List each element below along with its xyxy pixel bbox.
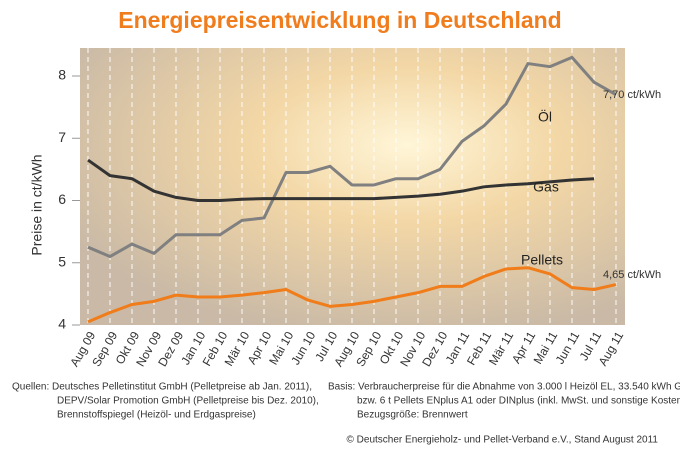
y-tick-label: 8 [58,67,66,83]
series-line [87,266,617,324]
basis-line: Basis: Verbraucherpreise für die Abnahme… [328,382,680,393]
series-label: Gas [533,179,559,195]
series-label: Pellets [521,252,563,268]
series-label: Öl [538,108,552,125]
y-tick-label: 6 [58,191,66,207]
source-line: Brennstoffspiegel (Heizöl- und Erdgaspre… [57,410,256,421]
annotation: 4,65 ct/kWh [603,269,661,281]
source-line: DEPV/Solar Promotion GmbH (Pelletpreise … [57,396,319,407]
basis-line: bzw. 6 t Pellets ENplus A1 oder DINplus … [357,396,680,407]
y-tick-label: 5 [58,253,66,269]
y-tick-label: 4 [58,316,66,332]
y-axis-label: Preise in ct/kWh [29,154,45,255]
footer: Quellen: Deutsches Pelletinstitut GmbH (… [12,382,680,446]
basis-line: Bezugsgröße: Brennwert [357,410,468,421]
chart-title: Energiepreisentwicklung in Deutschland [118,7,561,33]
series-line [87,55,617,259]
copyright: © Deutscher Energieholz- und Pellet-Verb… [347,435,659,446]
series-line [87,158,595,203]
annotation: 7,70 ct/kWh [603,89,661,101]
y-tick-label: 7 [58,129,66,145]
source-line: Quellen: Deutsches Pelletinstitut GmbH (… [12,382,312,393]
